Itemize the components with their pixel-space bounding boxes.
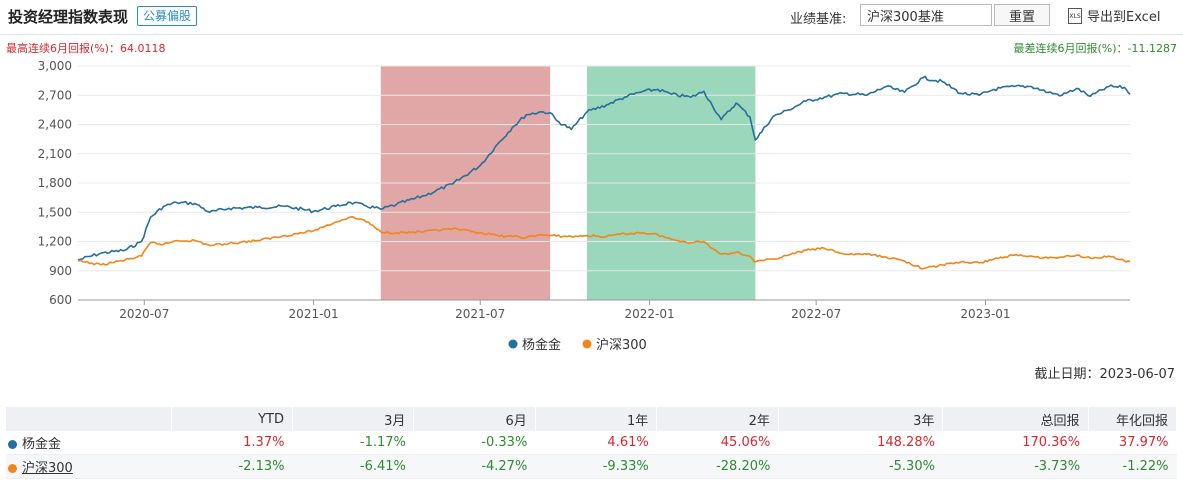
table-cell: 148.28% [778,431,943,455]
legend-marker [508,339,518,349]
x-tick-label: 2022-01 [624,307,674,321]
series-dot-icon [8,464,17,473]
benchmark-label: 业绩基准: [790,12,847,27]
series-line-benchmark [77,215,1131,270]
table-cell: 170.36% [942,431,1089,455]
returns-header-row: YTD 3月 6月 1年 2年 3年 总回报 年化回报 [6,407,1178,431]
table-cell: -5.30% [778,454,943,479]
x-tick-label: 2023-01 [960,307,1010,321]
y-tick-label: 1,500 [38,205,72,219]
y-tick-label: 2,700 [38,88,72,102]
col-header-3y: 3年 [778,407,944,431]
col-header-6m: 6月 [413,407,536,431]
col-header-total: 总回报 [942,407,1089,431]
y-tick-label: 600 [49,293,72,307]
table-cell: -4.27% [413,454,536,479]
col-header-ytd: YTD [171,407,293,431]
table-row-benchmark: 沪深300 -2.13% -6.41% -4.27% -9.33% -28.20… [6,454,1177,479]
col-header-3m: 3月 [292,407,415,431]
min-6m-return: 最差连续6月回报(%)：-11.1287 [1013,42,1178,55]
x-tick-label: 2021-07 [455,307,505,321]
table-cell: -1.22% [1088,454,1177,479]
category-badge[interactable]: 公募偏股 [137,6,198,26]
reset-button[interactable]: 重置 [994,4,1050,26]
y-tick-label: 1,800 [38,176,72,190]
table-cell: -9.33% [535,454,657,479]
table-cell: 37.97% [1088,431,1177,455]
header-divider [0,34,1183,35]
chart-legend: 杨金金 沪深300 [508,337,647,353]
table-cell: -6.41% [292,454,414,479]
page-title: 投资经理指数表现 [8,8,129,26]
x-tick-label: 2021-01 [289,307,339,321]
xls-file-icon: XLS [1068,7,1082,24]
legend-label: 沪深300 [596,337,647,353]
performance-chart: 3,000 2,700 2,400 2,100 1,800 1,500 1,200 900 60… [38,59,1131,353]
col-header-name [6,407,172,431]
table-cell: -28.20% [656,454,779,479]
col-header-annual: 年化回报 [1088,407,1178,431]
series-line-manager [77,75,1131,261]
row-name: 杨金金 [22,437,62,452]
export-excel-button[interactable]: XLS 导出到Excel [1068,6,1160,25]
table-cell: -3.73% [942,454,1089,479]
benchmark-link[interactable]: 沪深300 [22,461,73,476]
table-row-manager: 杨金金 1.37% -1.17% -0.33% 4.61% 45.06% 148… [6,431,1177,455]
y-tick-label: 2,100 [38,147,72,161]
legend-label: 杨金金 [522,337,561,353]
y-tick-label: 3,000 [38,59,72,73]
row-name-cell[interactable]: 沪深300 [6,454,172,479]
table-cell: -2.13% [171,454,293,479]
table-cell: 4.61% [535,431,657,455]
y-tick-label: 2,400 [38,118,72,132]
y-tick-label: 900 [49,264,72,278]
export-label: 导出到Excel [1087,10,1161,25]
deadline-date: 截止日期：2023-06-07 [1034,367,1175,382]
col-header-1y: 1年 [535,407,658,431]
y-tick-label: 1,200 [38,235,72,249]
table-cell: -0.33% [413,431,536,455]
col-header-2y: 2年 [656,407,779,431]
row-name-cell: 杨金金 [6,431,172,455]
returns-table: YTD 3月 6月 1年 2年 3年 总回报 年化回报 杨金金 1.37% -1… [6,407,1178,479]
table-cell: -1.17% [292,431,414,455]
max-6m-return: 最高连续6月回报(%)：64.0118 [6,42,166,55]
table-cell: 1.37% [171,431,293,455]
legend-marker [582,339,592,349]
x-tick-label: 2020-07 [119,307,169,321]
series-dot-icon [8,440,17,449]
benchmark-input[interactable] [860,4,992,26]
table-cell: 45.06% [656,431,779,455]
x-tick-label: 2022-07 [791,307,841,321]
